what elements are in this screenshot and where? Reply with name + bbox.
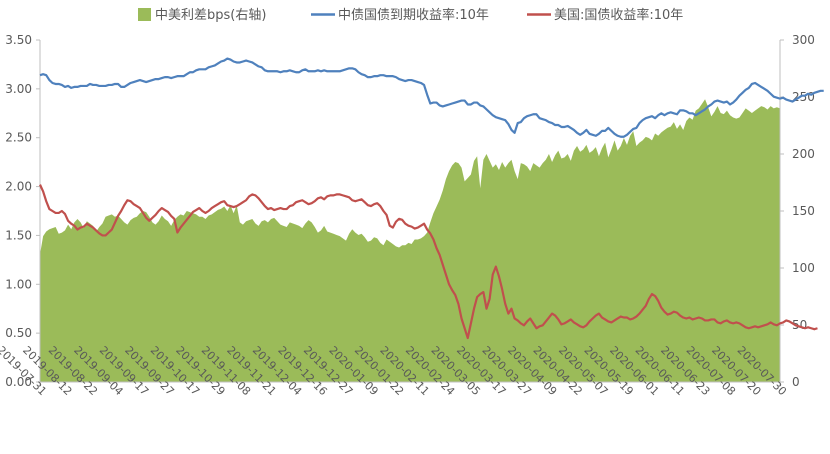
left-tick-label: 0.50 (5, 326, 32, 340)
legend-item: 美国:国债收益率:10年 (527, 7, 683, 23)
legend-item: 中债国债到期收益率:10年 (311, 7, 489, 23)
series-us-10y-line (38, 184, 818, 340)
lines-layer (38, 57, 824, 340)
legend-label: 美国:国债收益率:10年 (554, 7, 683, 23)
right-tick-label: 300 (792, 33, 815, 47)
area-layer (40, 99, 780, 382)
legend: 中美利差bps(右轴) 中债国债到期收益率:10年 美国:国债收益率:10年 (138, 7, 683, 23)
legend-label: 中债国债到期收益率:10年 (338, 7, 489, 23)
left-tick-label: 2.50 (5, 131, 32, 145)
right-tick-label: 200 (792, 147, 815, 161)
left-tick-label: 2.00 (5, 180, 32, 194)
series-china-10y-line (39, 57, 824, 138)
legend-label: 中美利差bps(右轴) (155, 8, 266, 23)
left-tick-label: 1.00 (5, 277, 32, 291)
right-tick-label: 150 (792, 204, 815, 218)
legend-item: 中美利差bps(右轴) (138, 8, 266, 23)
left-tick-label: 0.00 (5, 375, 32, 389)
left-tick-label: 3.50 (5, 33, 32, 47)
right-tick-label: 0 (792, 375, 800, 389)
left-tick-label: 3.00 (5, 82, 32, 96)
right-tick-label: 250 (792, 90, 815, 104)
series-spread-area (40, 99, 780, 382)
right-tick-label: 100 (792, 261, 815, 275)
left-tick-label: 1.50 (5, 228, 32, 242)
legend-swatch-area (138, 8, 151, 21)
